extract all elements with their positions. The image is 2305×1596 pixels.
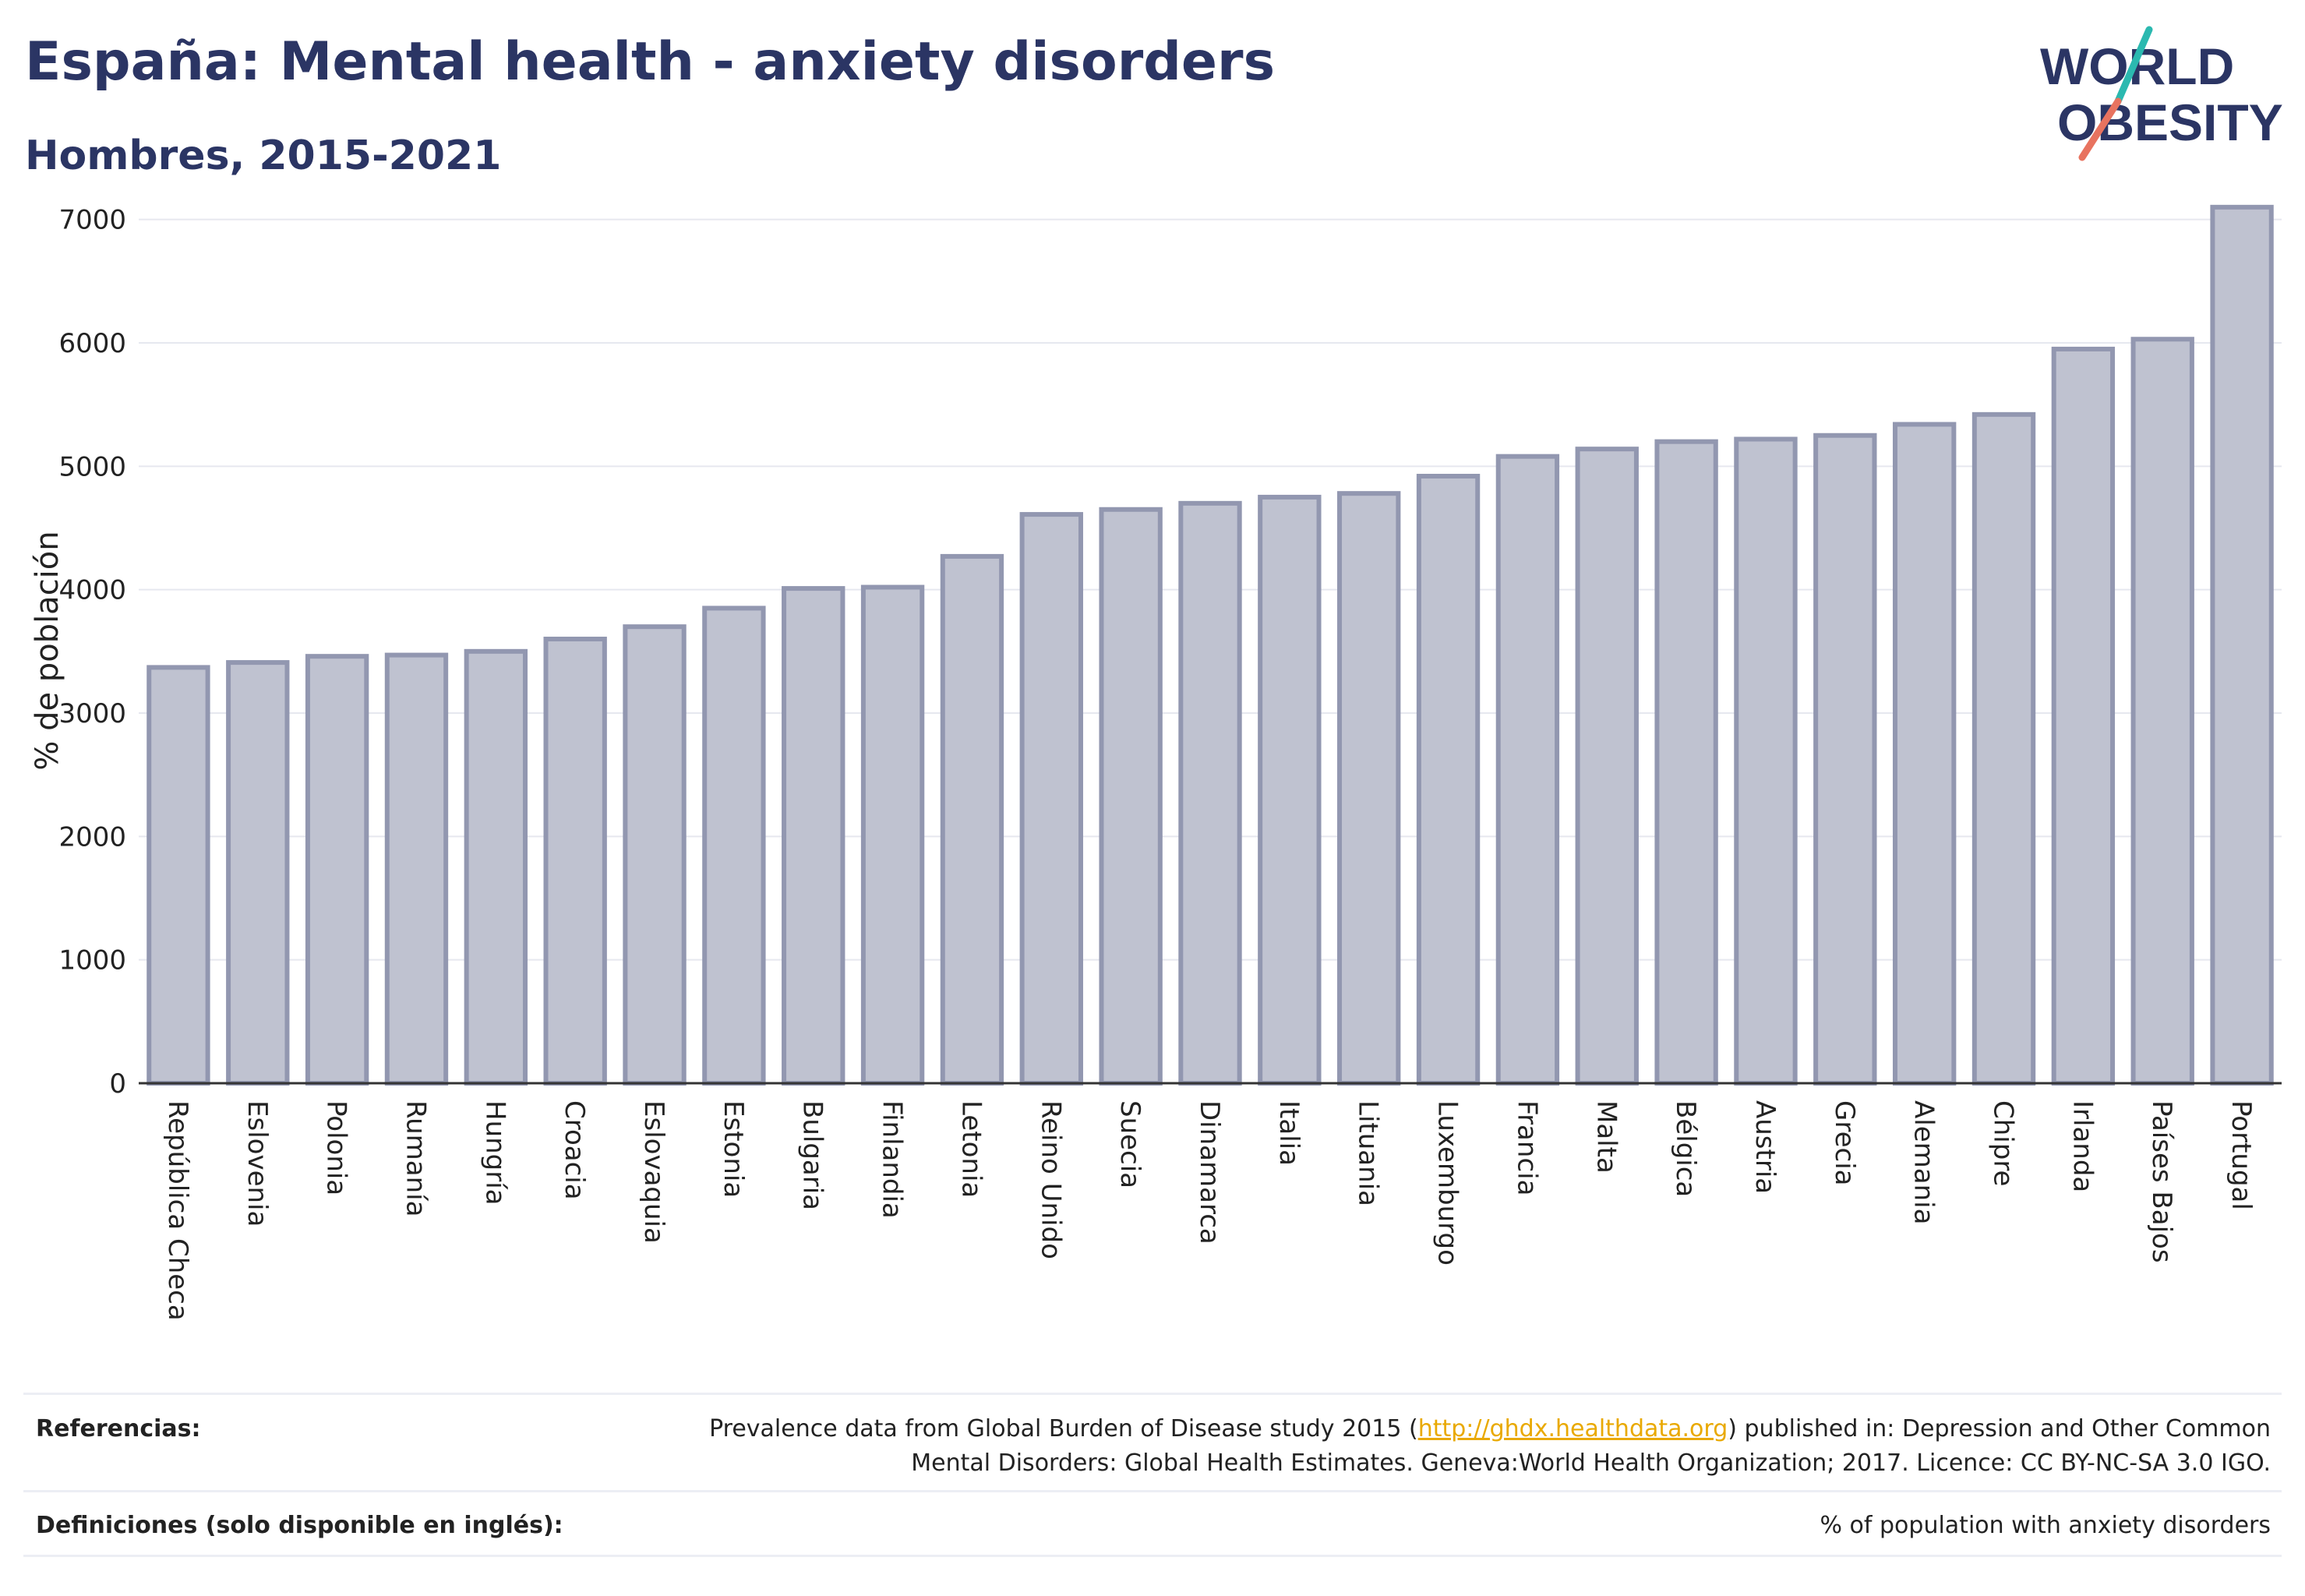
y-tick-label: 2000 [58,821,126,853]
bar [1813,433,1877,1086]
bar [1971,411,2036,1086]
x-tick-label: Reino Unido [1035,1100,1066,1259]
definitions-text: % of population with anxiety disorders [1820,1512,2271,1539]
bar [1178,500,1242,1086]
bar [2051,346,2116,1086]
x-tick-label: Suecia [1114,1100,1145,1188]
x-tick-label: Italia [1273,1100,1304,1166]
chart-title: España: Mental health - anxiety disorder… [25,31,1276,93]
x-tick-label: Chipre [1988,1100,2019,1186]
x-tick-label: Grecia [1829,1100,1860,1185]
references-label: Referencias: [36,1415,201,1442]
x-tick-label: Alemania [1908,1100,1940,1224]
x-tick-label: Eslovenia [242,1100,273,1227]
x-tick-label: Polonia [321,1100,352,1195]
bar [1892,422,1957,1086]
footer-divider-bottom [23,1555,2282,1557]
bar [543,637,607,1086]
x-tick-label: Rumanía [400,1100,431,1216]
bar [384,652,449,1086]
bar [702,606,766,1086]
x-tick-label: Bélgica [1670,1100,1701,1197]
x-tick-label: Estonia [718,1100,749,1198]
bar [226,660,290,1086]
logo-slash-top [2114,26,2153,105]
x-tick-label: Letonia [955,1100,987,1198]
x-tick-label: Francia [1511,1100,1542,1195]
references-text: Prevalence data from Global Burden of Di… [634,1412,2271,1481]
bar [1099,507,1163,1086]
x-tick-label: Dinamarca [1194,1100,1225,1245]
x-tick-label: Finlandia [877,1100,908,1219]
bar [146,665,210,1086]
references-post: ) published in: Depression and Other Com… [911,1415,2271,1477]
bar [1337,491,1401,1086]
bar [305,654,369,1086]
bar [940,553,1004,1086]
bar [1654,439,1718,1086]
bar [1019,512,1083,1086]
bar [1495,454,1560,1086]
x-tick-label: República Checa [162,1100,193,1321]
footer-divider-middle [23,1490,2282,1492]
definitions-label: Definiciones (solo disponible en inglés)… [36,1512,563,1539]
x-tick-label: Lituania [1353,1100,1384,1206]
y-axis-label: % de población [30,531,65,770]
x-tick-label: Portugal [2226,1100,2257,1210]
bar [623,624,687,1086]
y-tick-label: 3000 [58,698,126,729]
bar-chart: 0 1000 2000 3000 4000 5000 6000 7000 República C… [30,204,2282,1321]
x-tick-label: Luxemburgo [1432,1100,1463,1266]
bar [464,648,528,1086]
bar [1575,447,1639,1086]
bar [1734,436,1798,1086]
y-tick-label: 7000 [58,205,126,236]
references-link[interactable]: http://ghdx.healthdata.org [1417,1415,1728,1442]
bar [782,586,845,1086]
x-tick-label: Austria [1749,1100,1781,1194]
x-tick-label: Bulgaria [797,1100,828,1210]
y-tick-label: 5000 [58,451,126,482]
footer-divider-top [23,1393,2282,1395]
x-tick-label: Irlanda [2067,1100,2098,1192]
y-tick-label: 6000 [58,328,126,359]
bar [860,584,925,1086]
logo-text-world: WORLD [2040,37,2234,95]
x-tick-label: Hungría [479,1100,510,1206]
chart-subtitle: Hombres, 2015-2021 [25,132,502,179]
bar [2210,204,2274,1086]
y-tick-label: 4000 [58,575,126,606]
y-tick-label: 0 [109,1068,126,1100]
references-pre: Prevalence data from Global Burden of Di… [709,1415,1418,1442]
world-obesity-logo: WORLD OBESITY [2040,26,2283,161]
bar [2130,337,2194,1086]
bar [1258,494,1322,1086]
bar [1416,474,1481,1086]
x-tick-label: Países Bajos [2146,1100,2177,1263]
x-tick-label: Croacia [559,1100,590,1200]
y-tick-label: 1000 [58,945,126,976]
logo-slash-bottom [2078,97,2122,161]
x-tick-label: Malta [1590,1100,1622,1174]
x-tick-label: Eslovaquia [638,1100,669,1244]
